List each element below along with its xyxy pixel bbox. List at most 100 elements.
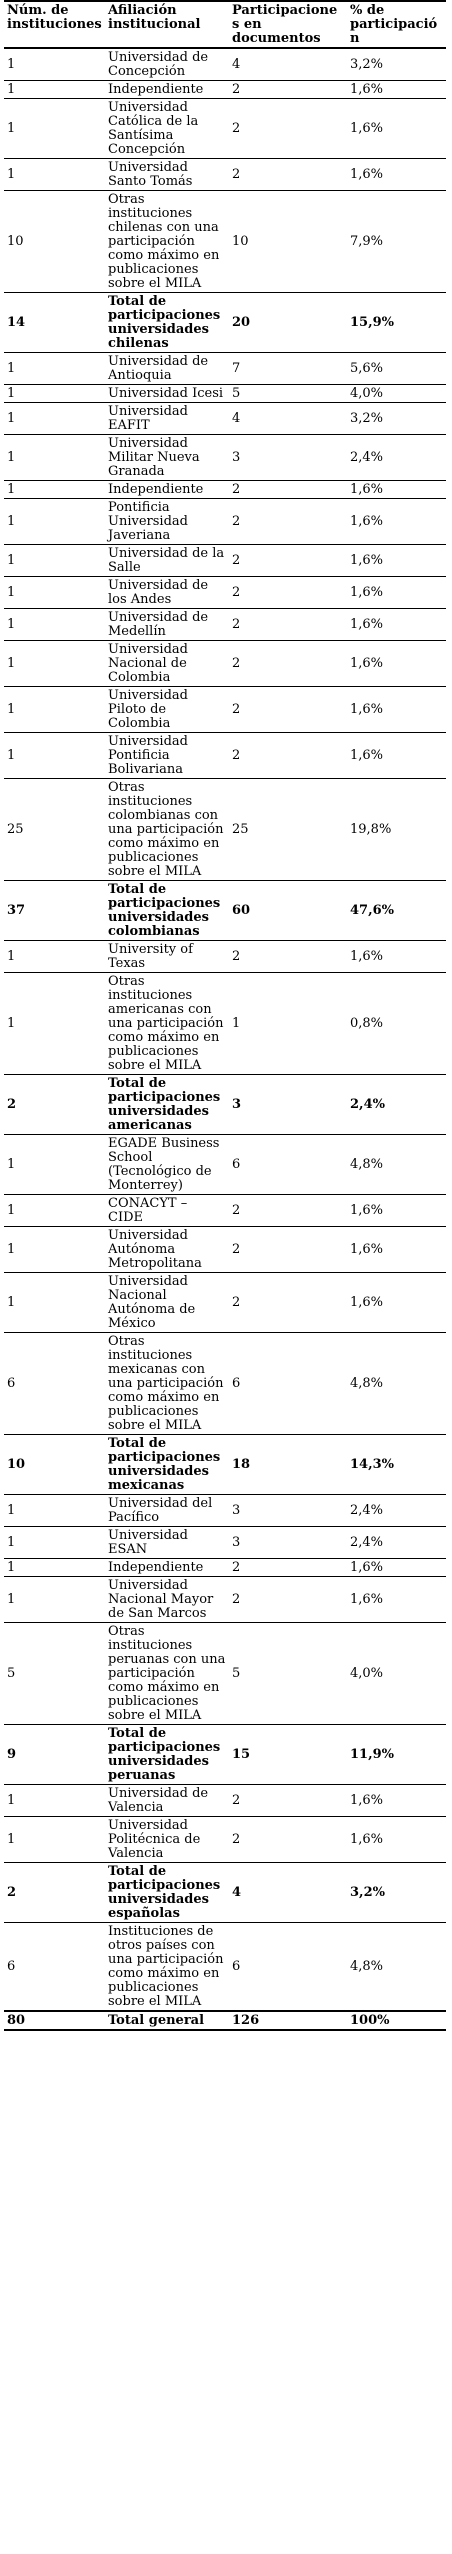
table-header-row: Núm. de instituciones Afiliación institu…: [4, 0, 446, 49]
cell-num-instituciones: 1: [4, 640, 105, 687]
cell-participaciones: 2: [229, 1272, 347, 1333]
cell-porcentaje: 1,6%: [347, 80, 446, 99]
cell-afiliacion: Otras instituciones mexicanas con una pa…: [105, 1332, 229, 1435]
cell-porcentaje: 3,2%: [347, 48, 446, 81]
cell-porcentaje: 1,6%: [347, 576, 446, 609]
table-row: 1 Independiente 2 1,6%: [4, 1558, 446, 1577]
cell-afiliacion: Universidad Nacional Mayor de San Marcos: [105, 1576, 229, 1623]
table-row: 10 Otras instituciones chilenas con una p…: [4, 190, 446, 293]
cell-num-instituciones: 2: [4, 1074, 105, 1135]
grand-total-row: 80 Total general 126 100%: [4, 2010, 446, 2031]
table-row: 1 Universidad Nacional de Colombia 2 1,6%: [4, 640, 446, 687]
table-row: 1 Universidad Autónoma Metropolitana 2 1,6%: [4, 1226, 446, 1273]
cell-porcentaje: 4,0%: [347, 384, 446, 403]
table-body: 1 Universidad de Concepción 4 3,2% 1 Independ…: [4, 48, 446, 2012]
table-row: 1 Otras instituciones americanas con una …: [4, 972, 446, 1075]
cell-porcentaje: 1,6%: [347, 1226, 446, 1273]
table-row: 1 Independiente 2 1,6%: [4, 80, 446, 99]
cell-num-instituciones: 1: [4, 402, 105, 435]
cell-porcentaje: 4,8%: [347, 1332, 446, 1435]
cell-porcentaje: 1,6%: [347, 1194, 446, 1227]
table-row: 1 Universidad Santo Tomás 2 1,6%: [4, 158, 446, 191]
cell-porcentaje: 1,6%: [347, 608, 446, 641]
cell-afiliacion: Universidad de Antioquia: [105, 352, 229, 385]
table-row: 25 Otras instituciones colombianas con un…: [4, 778, 446, 881]
cell-afiliacion: Universidad Pontificia Bolivariana: [105, 732, 229, 779]
cell-afiliacion: Universidad Católica de la Santísima Con…: [105, 98, 229, 159]
cell-num-instituciones: 1: [4, 544, 105, 577]
cell-num-instituciones: 6: [4, 1332, 105, 1435]
cell-participaciones: 60: [229, 880, 347, 941]
cell-participaciones: 2: [229, 1194, 347, 1227]
cell-participaciones: 2: [229, 1816, 347, 1863]
cell-afiliacion: Universidad de Concepción: [105, 48, 229, 81]
cell-afiliacion: Universidad ESAN: [105, 1526, 229, 1559]
grand-total-num: 80: [4, 2010, 105, 2031]
cell-participaciones: 15: [229, 1724, 347, 1785]
cell-afiliacion: Otras instituciones peruanas con una par…: [105, 1622, 229, 1725]
cell-participaciones: 2: [229, 940, 347, 973]
cell-num-instituciones: 1: [4, 98, 105, 159]
cell-num-instituciones: 1: [4, 686, 105, 733]
table-row: 1 Universidad de la Salle 2 1,6%: [4, 544, 446, 577]
cell-porcentaje: 2,4%: [347, 1494, 446, 1527]
table-row: 1 Universidad del Pacífico 3 2,4%: [4, 1494, 446, 1527]
cell-porcentaje: 3,2%: [347, 402, 446, 435]
cell-num-instituciones: 14: [4, 292, 105, 353]
cell-afiliacion: Universidad EAFIT: [105, 402, 229, 435]
table-row: 5 Otras instituciones peruanas con una pa…: [4, 1622, 446, 1725]
cell-num-instituciones: 1: [4, 1134, 105, 1195]
cell-participaciones: 2: [229, 732, 347, 779]
subtotal-row: 14 Total de participaciones universidades…: [4, 292, 446, 353]
cell-afiliacion: Total de participaciones universidades a…: [105, 1074, 229, 1135]
cell-num-instituciones: 1: [4, 1526, 105, 1559]
cell-afiliacion: Universidad Santo Tomás: [105, 158, 229, 191]
cell-afiliacion: Universidad Militar Nueva Granada: [105, 434, 229, 481]
grand-total-participaciones: 126: [229, 2010, 347, 2031]
cell-participaciones: 2: [229, 640, 347, 687]
cell-participaciones: 2: [229, 576, 347, 609]
cell-porcentaje: 2,4%: [347, 1526, 446, 1559]
cell-porcentaje: 1,6%: [347, 1784, 446, 1817]
cell-participaciones: 2: [229, 1784, 347, 1817]
cell-num-instituciones: 1: [4, 732, 105, 779]
cell-porcentaje: 7,9%: [347, 190, 446, 293]
cell-num-instituciones: 5: [4, 1622, 105, 1725]
cell-participaciones: 4: [229, 402, 347, 435]
cell-afiliacion: Universidad Politécnica de Valencia: [105, 1816, 229, 1863]
cell-num-instituciones: 1: [4, 384, 105, 403]
cell-participaciones: 2: [229, 608, 347, 641]
cell-afiliacion: EGADE Business School (Tecnológico de Mo…: [105, 1134, 229, 1195]
cell-num-instituciones: 1: [4, 1816, 105, 1863]
cell-porcentaje: 1,6%: [347, 480, 446, 499]
cell-num-instituciones: 1: [4, 1576, 105, 1623]
cell-porcentaje: 4,8%: [347, 1134, 446, 1195]
cell-afiliacion: Universidad de la Salle: [105, 544, 229, 577]
cell-participaciones: 6: [229, 1332, 347, 1435]
cell-porcentaje: 11,9%: [347, 1724, 446, 1785]
cell-porcentaje: 1,6%: [347, 640, 446, 687]
cell-participaciones: 3: [229, 1526, 347, 1559]
cell-num-instituciones: 2: [4, 1862, 105, 1923]
cell-afiliacion: Total de participaciones universidades m…: [105, 1434, 229, 1495]
header-afiliacion: Afiliación institucional: [105, 0, 229, 49]
cell-participaciones: 3: [229, 434, 347, 481]
cell-afiliacion: Pontificia Universidad Javeriana: [105, 498, 229, 545]
cell-porcentaje: 1,6%: [347, 1816, 446, 1863]
cell-num-instituciones: 1: [4, 1494, 105, 1527]
cell-num-instituciones: 37: [4, 880, 105, 941]
cell-afiliacion: Total de participaciones universidades c…: [105, 292, 229, 353]
cell-num-instituciones: 1: [4, 1194, 105, 1227]
cell-num-instituciones: 1: [4, 1272, 105, 1333]
cell-participaciones: 2: [229, 158, 347, 191]
cell-afiliacion: Instituciones de otros países con una pa…: [105, 1922, 229, 2012]
cell-participaciones: 18: [229, 1434, 347, 1495]
table-row: 1 Universidad Pontificia Bolivariana 2 1,6%: [4, 732, 446, 779]
cell-afiliacion: Universidad Autónoma Metropolitana: [105, 1226, 229, 1273]
cell-porcentaje: 3,2%: [347, 1862, 446, 1923]
cell-afiliacion: University of Texas: [105, 940, 229, 973]
table-row: 1 Universidad Nacional Mayor de San Marco…: [4, 1576, 446, 1623]
cell-porcentaje: 47,6%: [347, 880, 446, 941]
cell-participaciones: 6: [229, 1134, 347, 1195]
